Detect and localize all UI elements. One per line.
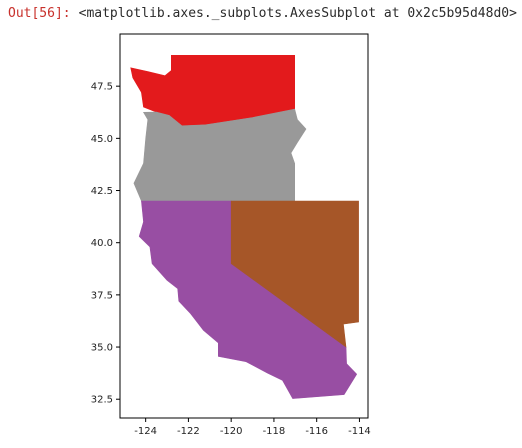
y-tick-label: 35.0 [91, 343, 113, 354]
y-axis: 32.5 35.0 37.5 40.0 42.5 45.0 47.5 [91, 82, 120, 406]
regions-layer [130, 54, 359, 399]
y-tick-label: 42.5 [91, 186, 113, 197]
x-tick-label: -120 [220, 426, 243, 437]
output-repr: <matplotlib.axes._subplots.AxesSubplot a… [78, 6, 517, 21]
x-tick-label: -122 [177, 426, 200, 437]
x-tick-label: -118 [263, 426, 286, 437]
axes-frame [119, 33, 369, 419]
x-tick-label: -124 [134, 426, 157, 437]
region-3 [230, 200, 359, 348]
y-tick-label: 45.0 [91, 134, 113, 145]
y-tick-label: 40.0 [91, 238, 113, 249]
y-tick-label: 32.5 [91, 395, 113, 406]
output-prompt: Out[56]: [8, 6, 71, 21]
region-1 [133, 108, 307, 202]
x-axis: -124 -122 -120 -118 -116 -114 [134, 418, 371, 437]
x-tick-label: -114 [348, 426, 371, 437]
y-tick-label: 47.5 [91, 82, 113, 93]
y-tick-label: 37.5 [91, 290, 113, 301]
output-line: Out[56]: <matplotlib.axes._subplots.AxesS… [8, 6, 517, 22]
x-tick-label: -116 [305, 426, 328, 437]
region-2 [138, 200, 358, 399]
